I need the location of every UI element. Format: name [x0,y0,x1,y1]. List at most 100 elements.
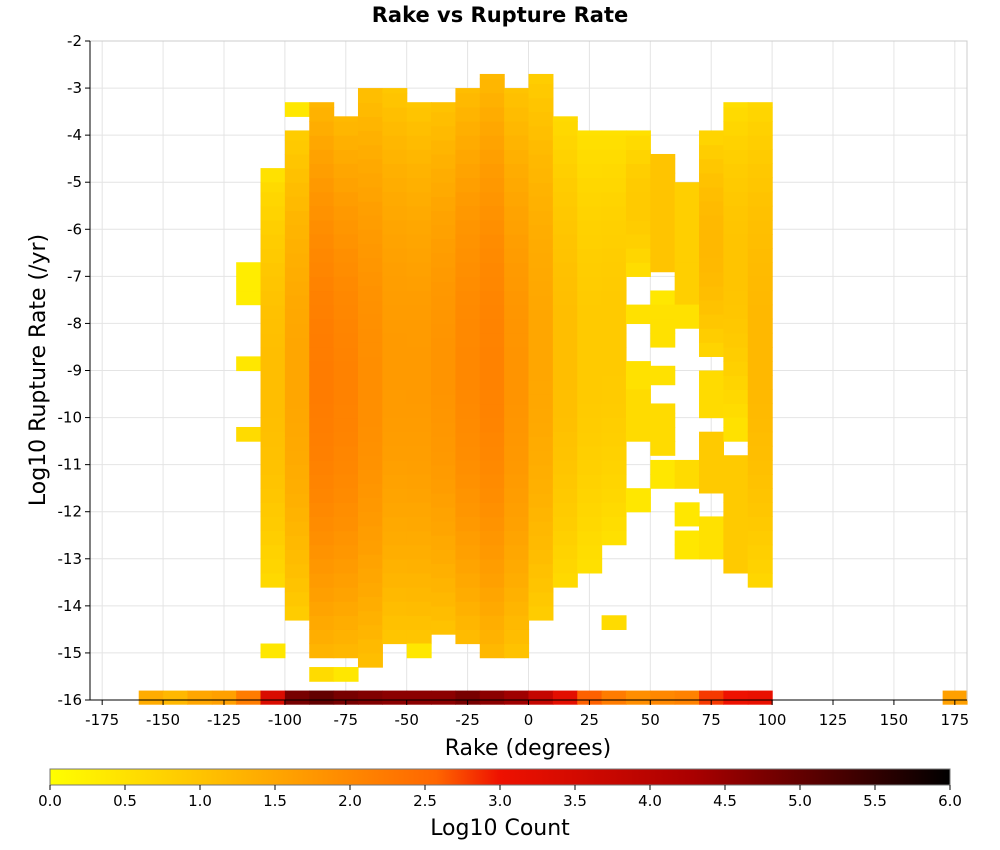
colorbar-tick-label: 4.5 [713,792,737,810]
heatmap-cell [260,544,286,560]
heatmap-cell-bottom-row [601,690,627,705]
heatmap-cell [625,219,651,235]
heatmap-cell [309,361,335,376]
heatmap-cell [333,262,359,277]
heatmap-cell [552,149,578,164]
heatmap-cell [455,587,481,602]
heatmap-cell [357,356,383,372]
y-tick-label: -5 [67,173,82,191]
heatmap-cell [357,483,383,499]
heatmap-cell [333,191,359,207]
heatmap-cell [504,106,530,122]
heatmap-cell-bottom-row [309,690,335,705]
heatmap-cell [455,389,481,405]
heatmap-cell [431,125,457,141]
heatmap-cell [382,361,408,376]
x-tick-label: 25 [580,711,599,729]
heatmap-cell [528,83,554,99]
colorbar-tick-label: 3.5 [563,792,587,810]
heatmap-cell [357,328,383,343]
heatmap-cell [357,412,383,428]
heatmap-cell [552,502,578,518]
heatmap-cell [382,431,408,447]
heatmap-cell-bottom-row [357,690,383,705]
heatmap-cell [357,384,383,400]
heatmap-cell [479,615,505,630]
heatmap-cell [479,163,505,179]
heatmap-cell [406,290,432,306]
heatmap-cell [601,502,627,518]
heatmap-cell [431,521,457,536]
heatmap-cell [382,219,408,235]
heatmap-cell [479,474,505,489]
heatmap-cell [260,459,286,475]
heatmap-cell [723,389,749,405]
heatmap-cell [504,318,530,334]
heatmap-cell [236,276,262,292]
heatmap-cell [309,106,335,122]
heatmap-cell [479,375,505,390]
heatmap-cell-bottom-row [625,690,651,705]
heatmap-cell [650,412,676,428]
x-tick-label: 100 [758,711,787,729]
heatmap-cell [333,643,359,659]
heatmap-cell [577,488,603,503]
heatmap-cell [431,365,457,381]
heatmap-cell [382,177,408,193]
heatmap-cell [431,111,457,127]
heatmap-cell [504,205,530,221]
heatmap-cell [284,153,310,169]
heatmap-cell [309,643,335,659]
heatmap-cell [455,318,481,334]
heatmap-cell [431,394,457,409]
heatmap-cell [406,459,432,475]
heatmap-cell [284,563,310,579]
heatmap-cell [625,191,651,207]
heatmap-cell [284,591,310,607]
heatmap-cell [504,558,530,574]
heatmap-cell [577,304,603,320]
heatmap-cell [479,318,505,334]
heatmap-cell [455,88,481,94]
heatmap-cell [528,309,554,325]
heatmap-cell [284,408,310,423]
heatmap-cell [747,361,773,376]
heatmap-cell [406,403,432,419]
heatmap-cell [309,667,335,682]
heatmap-cell [577,233,603,249]
heatmap-cell [528,408,554,423]
heatmap-cell [674,219,700,235]
heatmap-cell [455,276,481,292]
heatmap-cell [577,558,603,574]
heatmap-cell [528,450,554,466]
heatmap-cell [747,445,773,461]
heatmap-cell [333,346,359,362]
heatmap-cell [479,346,505,362]
heatmap-cell [601,205,627,221]
colorbar-tick-label: 2.0 [338,792,362,810]
heatmap-cell [260,502,286,518]
heatmap-cell [406,346,432,362]
heatmap-cell [747,488,773,503]
heatmap-cell [601,163,627,179]
heatmap-cell [479,587,505,602]
heatmap-cell [552,474,578,489]
heatmap-cell [747,417,773,433]
heatmap-cell [333,587,359,602]
heatmap-cell [552,262,578,277]
heatmap-cell [309,474,335,489]
heatmap-cell [406,332,432,348]
heatmap-cell [406,502,432,518]
heatmap-cell [504,149,530,164]
heatmap-cell [431,577,457,593]
heatmap-cell [625,412,651,428]
heatmap-cell [284,309,310,325]
heatmap-cell [504,572,530,588]
heatmap-cell [455,233,481,249]
heatmap-cell [479,417,505,433]
heatmap-cell [650,158,676,174]
heatmap-cell [309,431,335,447]
heatmap-cell [479,459,505,475]
heatmap-cell [577,389,603,405]
heatmap-cell [357,554,383,569]
